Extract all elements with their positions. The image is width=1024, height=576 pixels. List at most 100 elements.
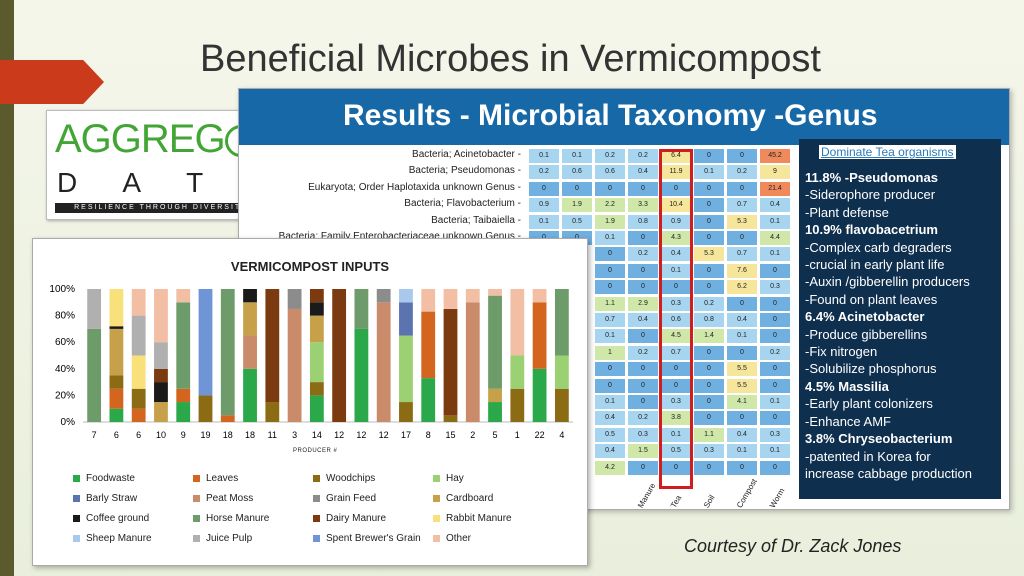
bar-segment	[443, 415, 458, 422]
note-line: -Enhance AMF	[805, 413, 891, 429]
heatmap-cell: 0.8	[628, 214, 658, 229]
heatmap-cell: 0.2	[628, 411, 658, 426]
chart-plot: 0%20%40%60%80%100%7 6 6 10 9 19 18 18 11 3 14 12 12 1…	[49, 284, 573, 440]
legend-swatch	[193, 494, 200, 502]
legend-label: Sheep Manure	[86, 533, 152, 544]
heatmap-cell: 0.4	[661, 247, 691, 262]
heatmap-cell: 0.9	[661, 214, 691, 229]
y-tick-label: 40%	[55, 364, 75, 375]
heatmap-cell: 0	[760, 378, 790, 393]
heatmap-column-label: Compost	[735, 477, 759, 510]
legend-swatch	[313, 494, 320, 502]
legend-swatch	[73, 534, 80, 542]
heatmap-cell: 0	[727, 345, 757, 360]
legend-swatch	[193, 534, 200, 542]
logo-data-letters: D A T A	[57, 167, 267, 198]
heatmap-cell: 0	[727, 411, 757, 426]
bar-segment	[198, 289, 213, 396]
y-tick-label: 100%	[49, 284, 75, 295]
taxonomy-row-label: Bacteria; Flavobacterium -	[404, 198, 521, 210]
heatmap-cell: 0	[628, 329, 658, 344]
bar-segment	[220, 289, 235, 416]
heatmap-cell: 5.3	[727, 214, 757, 229]
heatmap-cell: 3.3	[628, 198, 658, 213]
note-line: 10.9% flavobacetrium	[805, 222, 938, 238]
heatmap-cell: 0	[628, 378, 658, 393]
heatmap-cell: 0	[628, 362, 658, 377]
heatmap-cell: 9	[760, 165, 790, 180]
heatmap-cell: 0.7	[661, 345, 691, 360]
heatmap-cell: 0.1	[562, 149, 592, 163]
x-tick-label: 19	[200, 430, 210, 440]
heatmap-cell: 0	[628, 231, 658, 245]
chart-title: VERMICOMPOST INPUTS	[230, 259, 390, 274]
x-tick-label: 9	[181, 430, 186, 440]
legend-item: Coffee ground	[73, 513, 149, 524]
bar-segment	[287, 308, 302, 422]
heatmap-cell: 0.3	[661, 395, 691, 409]
legend-item: Leaves	[193, 473, 238, 484]
x-tick-label: 17	[401, 430, 411, 440]
legend-swatch	[433, 494, 440, 502]
heatmap-cell: 0.1	[760, 214, 790, 229]
heatmap-cell: 4.5	[661, 329, 691, 344]
bar-segment	[243, 289, 257, 303]
y-tick-label: 20%	[55, 390, 75, 401]
heatmap-cell: 0.1	[727, 444, 757, 459]
legend-swatch	[433, 514, 440, 522]
bar-segment	[488, 402, 502, 422]
heatmap-column-label: Worm	[768, 486, 787, 510]
heatmap-cell: 0	[694, 345, 724, 360]
legend-label: Barly Straw	[86, 493, 138, 504]
bar-segment	[443, 289, 458, 309]
bar-segment	[465, 289, 480, 303]
bar-segment	[510, 355, 525, 389]
heatmap-cell: 0.1	[661, 263, 691, 278]
bar-segment	[399, 402, 413, 422]
bar-segment	[154, 289, 168, 343]
slide-title: Beneficial Microbes in Vermicompost	[200, 38, 821, 80]
heatmap-cell: 0.4	[760, 198, 790, 213]
heatmap-cell: 0.2	[694, 296, 724, 311]
tea-organisms-note: Dominate Tea organisms 11.8% -Pseudomona…	[799, 139, 1001, 499]
heatmap-cell: 0.8	[694, 313, 724, 327]
x-axis-label: PRODUCER #	[293, 448, 338, 454]
heatmap-cell: 0	[727, 460, 757, 475]
taxonomy-row-label: Bacteria; Acinetobacter -	[412, 149, 521, 160]
bar-segment	[399, 289, 413, 303]
note-heading: Dominate Tea organisms	[819, 145, 956, 159]
legend-swatch	[193, 474, 200, 482]
bar-segment	[354, 289, 369, 329]
legend-label: Peat Moss	[206, 493, 254, 504]
bar-segment	[421, 289, 436, 312]
credit-text: Courtesy of Dr. Zack Jones	[684, 536, 902, 556]
heatmap-cell: 5.3	[694, 247, 724, 262]
bar-segment	[332, 289, 347, 422]
bar-segment	[309, 289, 324, 303]
legend-label: Cardboard	[446, 493, 494, 504]
note-line: -Plant defense	[805, 204, 889, 220]
bar-segment	[109, 289, 124, 327]
heatmap-cell: 0	[760, 313, 790, 327]
heatmap-cell: 0.5	[595, 427, 625, 442]
x-tick-label: 14	[312, 430, 322, 440]
note-line: 3.8% Chryseobacterium	[805, 431, 953, 447]
bar-segment	[465, 302, 480, 422]
heatmap-cell: 0.4	[628, 313, 658, 327]
note-line: 4.5% Massilia	[805, 378, 889, 394]
heatmap-cell: 0	[694, 395, 724, 409]
bar-segment	[309, 342, 324, 383]
heatmap-cell: 0.4	[595, 444, 625, 459]
heatmap-cell: 10.4	[661, 198, 691, 213]
bar-segment	[109, 375, 124, 389]
heatmap-cell: 1.1	[595, 296, 625, 311]
x-tick-label: 6	[114, 430, 119, 440]
heatmap-cell: 0	[628, 280, 658, 295]
bar-segment	[488, 295, 502, 389]
heatmap-cell: 0.1	[595, 231, 625, 245]
heatmap-cell: 0.7	[727, 247, 757, 262]
heatmap-cell: 0	[595, 362, 625, 377]
note-line: -Complex carb degraders	[805, 239, 952, 255]
heatmap-cell: 0	[628, 395, 658, 409]
bar-segment	[554, 355, 569, 389]
